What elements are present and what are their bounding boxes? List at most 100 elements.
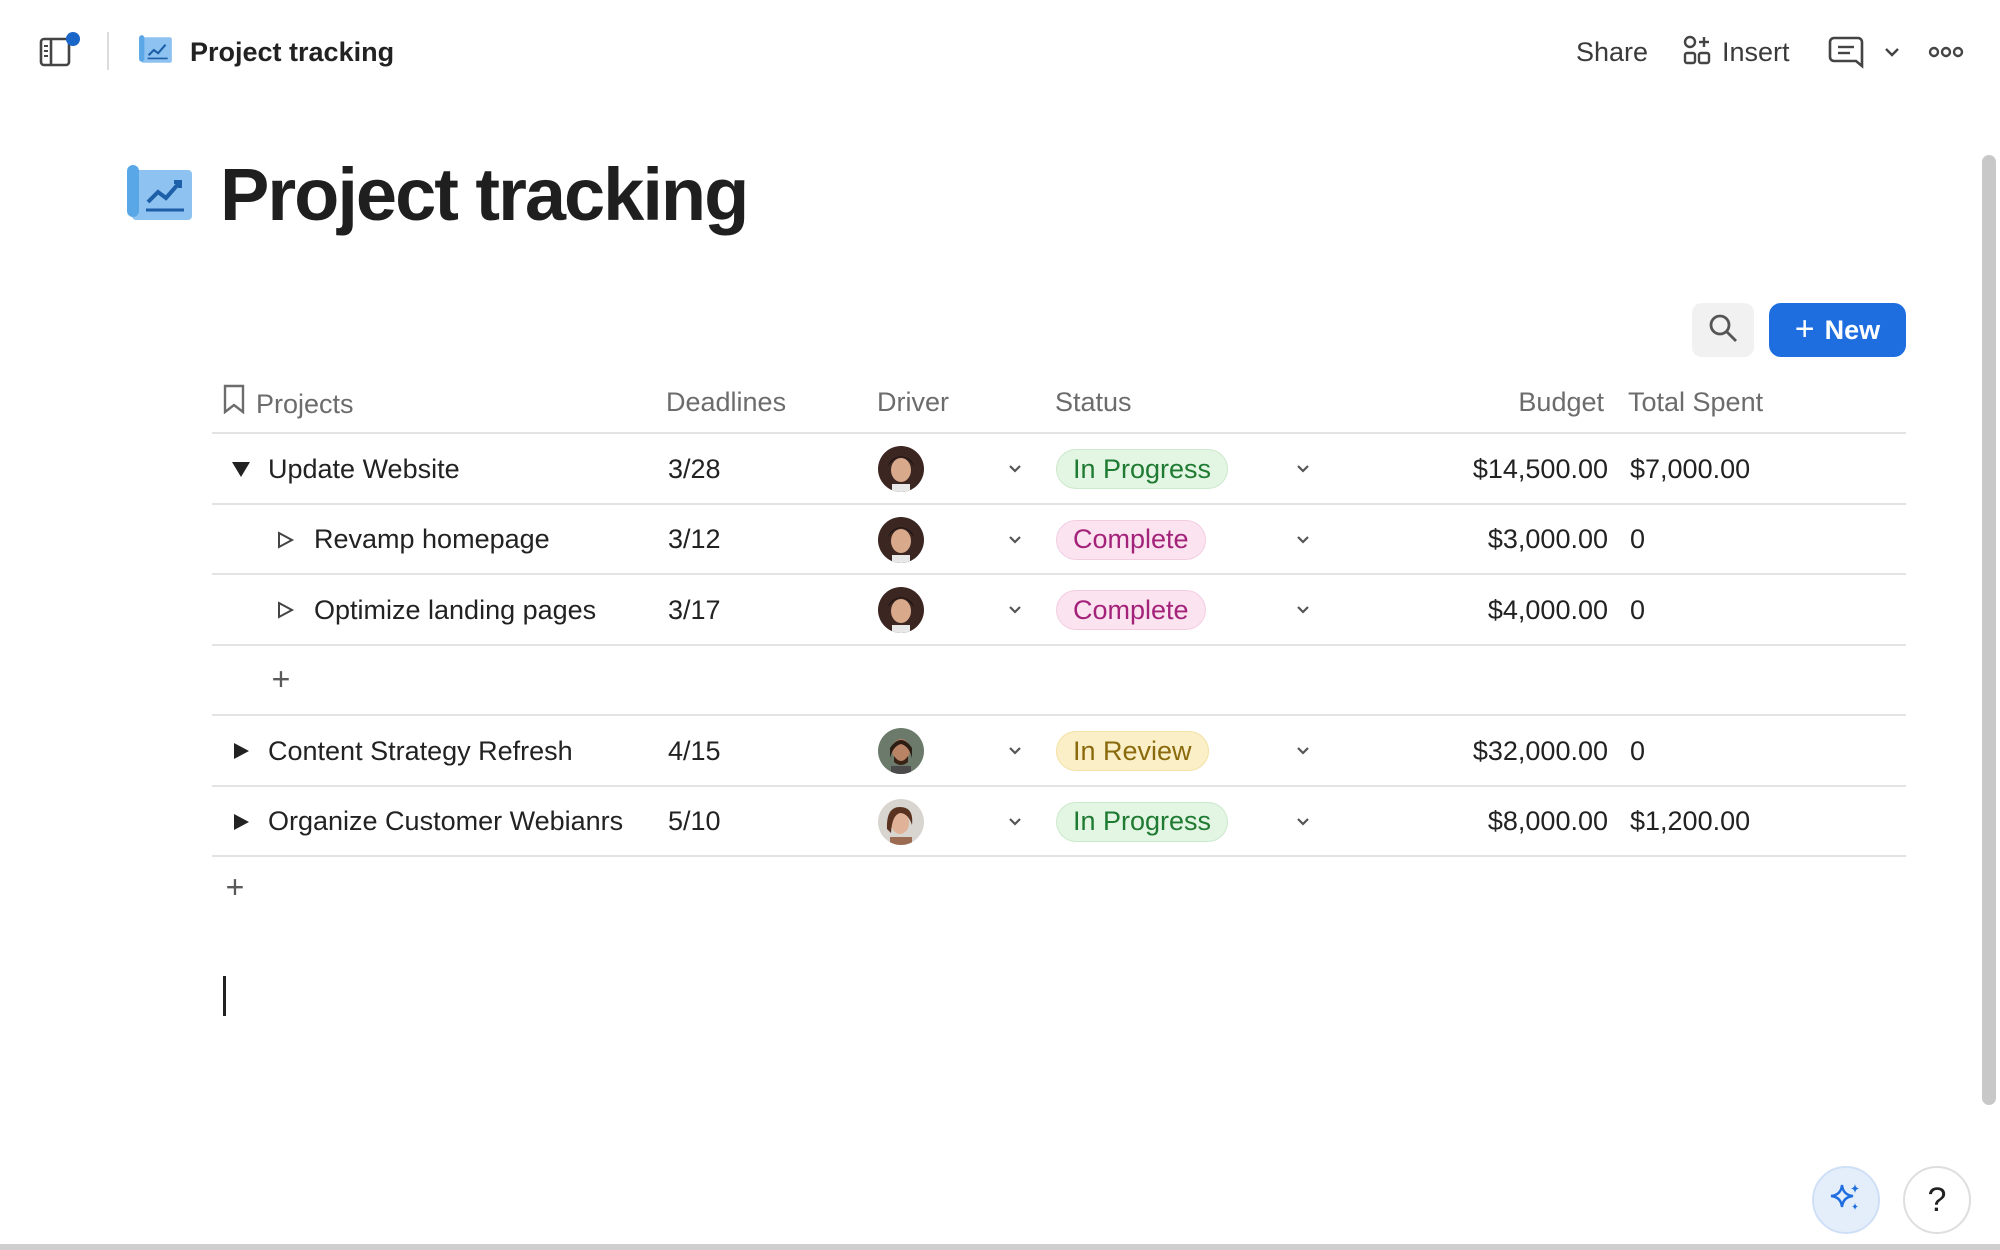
chevron-down-icon[interactable]: [1294, 434, 1312, 504]
table-row[interactable]: Organize Customer Webianrs 5/10 In Progr…: [212, 787, 1906, 857]
chevron-down-icon[interactable]: [1294, 787, 1312, 857]
driver-avatar[interactable]: [878, 575, 924, 645]
add-row-button[interactable]: +: [225, 869, 245, 905]
avatar: [878, 516, 924, 563]
total-spent[interactable]: 0: [1630, 594, 1646, 625]
project-name[interactable]: Content Strategy Refresh: [268, 735, 573, 766]
column-header-driver[interactable]: Driver: [877, 387, 949, 417]
driver-avatar[interactable]: [878, 505, 924, 575]
column-header-status[interactable]: Status: [1055, 387, 1132, 417]
add-subitem-row: +: [212, 646, 1906, 716]
deadline[interactable]: 3/28: [668, 453, 721, 484]
budget[interactable]: $3,000.00: [1487, 524, 1608, 554]
deadline[interactable]: 5/10: [668, 806, 721, 836]
status-cell[interactable]: In Review: [1056, 716, 1209, 786]
text-cursor[interactable]: [223, 976, 226, 1016]
add-subitem-button[interactable]: +: [271, 660, 291, 697]
table-row[interactable]: Update Website 3/28 In Progress $14,500.…: [212, 434, 1906, 505]
status-badge[interactable]: In Review: [1056, 731, 1209, 771]
driver-avatar[interactable]: [878, 716, 924, 786]
table-row[interactable]: Revamp homepage 3/12 Complete $3,000.00 …: [212, 505, 1906, 575]
avatar: [878, 587, 924, 633]
sidebar-toggle-icon[interactable]: [38, 34, 78, 70]
top-bar: Project tracking Share Insert: [0, 0, 2000, 104]
avatar: [878, 728, 924, 774]
project-name[interactable]: Update Website: [268, 453, 460, 484]
status-cell[interactable]: Complete: [1056, 505, 1206, 575]
deadline[interactable]: 4/15: [668, 735, 721, 766]
status-badge[interactable]: Complete: [1056, 519, 1206, 560]
budget[interactable]: $8,000.00: [1487, 806, 1608, 836]
budget[interactable]: $32,000.00: [1472, 735, 1608, 766]
avatar: [878, 446, 924, 492]
total-spent[interactable]: 0: [1630, 524, 1646, 554]
insert-label: Insert: [1722, 36, 1790, 67]
header-divider: [107, 32, 109, 70]
chevron-down-icon[interactable]: [1006, 716, 1024, 786]
bookmark-icon: [222, 384, 246, 423]
driver-avatar[interactable]: [878, 787, 924, 857]
expand-triangle-icon[interactable]: [270, 505, 300, 575]
more-horizontal-icon[interactable]: [1928, 42, 1964, 62]
comment-icon[interactable]: [1828, 34, 1866, 70]
chevron-down-icon[interactable]: [1880, 40, 1904, 64]
chevron-down-icon[interactable]: [1294, 716, 1312, 786]
vertical-scrollbar[interactable]: [1982, 155, 1996, 1105]
total-spent[interactable]: $7,000.00: [1630, 453, 1751, 484]
chevron-down-icon[interactable]: [1294, 575, 1312, 645]
expand-triangle-icon[interactable]: [226, 787, 256, 857]
project-name[interactable]: Revamp homepage: [314, 524, 550, 554]
column-header-total-spent[interactable]: Total Spent: [1628, 387, 1764, 417]
window-bottom-edge: [0, 1244, 2000, 1250]
sparkle-icon: [1829, 1181, 1863, 1220]
page-title[interactable]: Project tracking: [220, 153, 749, 236]
chevron-down-icon[interactable]: [1006, 787, 1024, 857]
chevron-down-icon[interactable]: [1294, 505, 1312, 575]
table-row[interactable]: Optimize landing pages 3/17 Complete $4,…: [212, 575, 1906, 646]
chart-document-icon: [138, 34, 174, 66]
total-spent[interactable]: 0: [1630, 735, 1646, 766]
chevron-down-icon[interactable]: [1006, 575, 1024, 645]
status-badge[interactable]: Complete: [1056, 590, 1206, 630]
table-header: Projects Deadlines Driver Status Budget …: [212, 370, 1906, 434]
collapse-triangle-icon[interactable]: [226, 434, 256, 504]
column-header-budget[interactable]: Budget: [1518, 387, 1604, 417]
share-button[interactable]: Share: [1576, 37, 1649, 67]
new-button[interactable]: + New: [1769, 303, 1906, 357]
expand-triangle-icon[interactable]: [226, 716, 256, 786]
chart-document-icon: [126, 164, 194, 224]
notification-dot: [66, 32, 80, 46]
column-header-projects[interactable]: Projects: [222, 384, 354, 423]
deadline[interactable]: 3/17: [668, 594, 721, 625]
budget[interactable]: $4,000.00: [1487, 594, 1608, 625]
search-button[interactable]: [1692, 303, 1754, 357]
status-cell[interactable]: Complete: [1056, 575, 1206, 645]
budget[interactable]: $14,500.00: [1472, 453, 1608, 484]
chevron-down-icon[interactable]: [1006, 505, 1024, 575]
status-cell[interactable]: In Progress: [1056, 787, 1229, 857]
help-button[interactable]: ?: [1903, 1166, 1971, 1234]
plus-icon: +: [1794, 309, 1815, 348]
total-spent[interactable]: $1,200.00: [1630, 806, 1751, 836]
column-header-deadlines[interactable]: Deadlines: [666, 387, 787, 417]
chevron-down-icon[interactable]: [1006, 434, 1024, 504]
search-icon: [1707, 312, 1739, 349]
project-name[interactable]: Optimize landing pages: [314, 594, 597, 625]
header-doc-title[interactable]: Project tracking: [190, 37, 395, 67]
status-cell[interactable]: In Progress: [1056, 434, 1229, 504]
deadline[interactable]: 3/12: [668, 524, 721, 554]
driver-avatar[interactable]: [878, 434, 924, 504]
status-badge[interactable]: In Progress: [1056, 801, 1229, 842]
column-header-label: Projects: [256, 388, 354, 419]
avatar: [878, 798, 924, 845]
projects-table: Projects Deadlines Driver Status Budget …: [212, 370, 1906, 917]
add-row-area: +: [212, 857, 1906, 917]
ai-assistant-button[interactable]: [1812, 1166, 1880, 1234]
table-row[interactable]: Content Strategy Refresh 4/15 In Review …: [212, 716, 1906, 787]
insert-shapes-icon: [1682, 34, 1714, 71]
insert-button[interactable]: Insert: [1682, 32, 1790, 72]
new-button-label: New: [1824, 314, 1881, 345]
expand-triangle-icon[interactable]: [270, 575, 300, 645]
status-badge[interactable]: In Progress: [1056, 449, 1229, 489]
project-name[interactable]: Organize Customer Webianrs: [268, 806, 624, 836]
